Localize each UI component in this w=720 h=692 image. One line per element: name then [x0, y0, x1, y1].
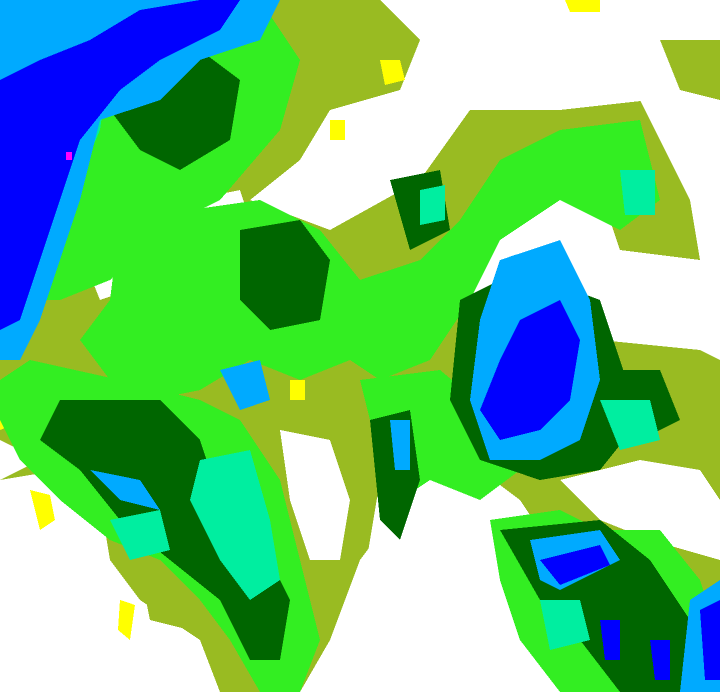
extreme-rain — [66, 152, 72, 160]
